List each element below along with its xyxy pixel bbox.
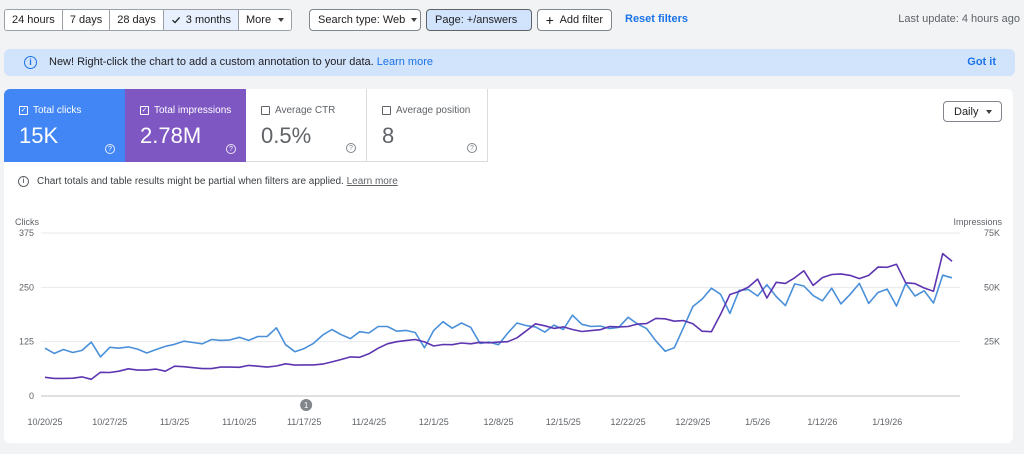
x-tick-label: 12/15/25 [546,417,581,427]
left-tick-label: 250 [19,282,34,292]
granularity-label: Daily [954,105,979,118]
x-tick-label: 1/5/26 [745,417,770,427]
right-axis-title: Impressions [953,217,1002,227]
metric-impressions-header: ✓ Total impressions [140,105,231,116]
metric-ctr-label: Average CTR [275,105,336,116]
range-28-days-button[interactable]: 28 days [110,10,164,30]
x-tick-label: 1/12/26 [807,417,837,427]
x-tick-label: 11/24/25 [352,417,386,427]
left-tick-label: 0 [29,391,34,401]
page-filter-chip[interactable]: Page: +/answers [426,9,532,31]
right-tick-label: 25K [984,337,1000,347]
announcement-banner: i New! Right-click the chart to add a cu… [4,49,1015,76]
help-icon[interactable]: ? [226,144,236,154]
metric-position-value: 8 [382,123,395,148]
partial-learn-more-link[interactable]: Learn more [346,176,398,187]
metric-impressions-label: Total impressions [154,105,232,116]
info-icon: i [24,56,37,69]
x-tick-label: 11/3/25 [160,417,189,427]
banner-text: New! Right-click the chart to add a cust… [49,56,374,68]
metric-ctr-value: 0.5% [261,123,312,148]
filter-bar: 24 hours 7 days 28 days 3 months More Se… [0,0,1024,40]
banner-learn-more-link[interactable]: Learn more [376,56,433,68]
help-icon[interactable]: ? [467,143,477,153]
x-tick-label: 12/22/25 [611,417,646,427]
series-line-clicks [44,274,953,358]
annotation-marker-label: 1 [304,401,309,410]
page-filter-label: Page: +/answers [435,14,518,26]
info-icon: i [18,176,29,187]
metric-average-position[interactable]: Average position 8 ? [367,89,488,162]
add-filter-button[interactable]: Add filter [537,9,612,31]
annotation-marker [300,399,313,411]
metric-ctr-header: Average CTR [261,105,335,116]
date-range-selector: 24 hours 7 days 28 days 3 months More [4,9,293,31]
plus-icon [546,16,554,24]
range-more-button[interactable]: More [239,10,292,30]
x-tick-label: 12/29/25 [675,417,710,427]
range-more-label: More [246,14,272,26]
x-tick-label: 10/27/25 [92,417,127,427]
metric-average-ctr[interactable]: Average CTR 0.5% ? [246,89,367,162]
left-tick-label: 125 [19,337,34,347]
x-tick-label: 10/20/25 [27,417,62,427]
performance-card: 375 75K 250 50K 125 25K 0 Clicks Impressions 10/2… [4,89,1013,443]
search-type-dropdown[interactable]: Search type: Web [309,9,421,31]
right-tick-label: 75K [984,228,1000,238]
checkmark-icon [171,16,180,24]
range-7-days-button[interactable]: 7 days [62,10,111,30]
metric-position-label: Average position [396,105,471,116]
chevron-down-icon [411,18,418,22]
metric-position-header: Average position [382,105,470,116]
metric-clicks-value: 15K [19,123,59,148]
metric-clicks-label: Total clicks [33,105,82,116]
right-tick-label: 50K [984,282,1000,292]
series-line-impressions [44,252,953,381]
x-tick-label: 12/1/25 [419,417,449,427]
reset-filters-link[interactable]: Reset filters [625,13,688,25]
performance-chart[interactable]: 375 75K 250 50K 125 25K 0 Clicks Impressions 10/2… [4,89,1013,443]
granularity-dropdown[interactable]: Daily [943,101,1002,122]
got-it-button[interactable]: Got it [967,56,996,68]
x-tick-label: 11/17/25 [287,417,321,427]
checkbox-checked-icon[interactable]: ✓ [140,106,149,115]
x-tick-label: 1/19/26 [872,417,902,427]
x-tick-label: 12/8/25 [483,417,513,427]
checkbox-unchecked-icon[interactable] [382,106,391,115]
partial-notice-text: Chart totals and table results might be … [37,176,344,187]
left-tick-label: 375 [19,228,34,238]
metric-total-clicks[interactable]: ✓ Total clicks 15K ? [4,89,125,162]
range-24-hours-button[interactable]: 24 hours [5,10,63,30]
metric-clicks-header: ✓ Total clicks [19,105,81,116]
search-type-label: Search type: Web [318,14,406,26]
partial-results-notice: i Chart totals and table results might b… [18,176,398,187]
help-icon[interactable]: ? [105,144,115,154]
chevron-down-icon [986,109,992,114]
checkbox-unchecked-icon[interactable] [261,106,270,115]
add-filter-label: Add filter [559,14,603,26]
metric-total-impressions[interactable]: ✓ Total impressions 2.78M ? [125,89,246,162]
metric-impressions-value: 2.78M [140,123,202,148]
banner-message: New! Right-click the chart to add a cust… [49,56,433,68]
range-3-months-button[interactable]: 3 months [163,10,240,30]
left-axis-title: Clicks [15,217,39,227]
x-tick-label: 11/10/25 [222,417,256,427]
help-icon[interactable]: ? [346,143,356,153]
last-update-text: Last update: 4 hours ago [898,13,1020,25]
checkbox-checked-icon[interactable]: ✓ [19,106,28,115]
range-3-months-label: 3 months [185,14,232,26]
chevron-down-icon [278,18,285,22]
